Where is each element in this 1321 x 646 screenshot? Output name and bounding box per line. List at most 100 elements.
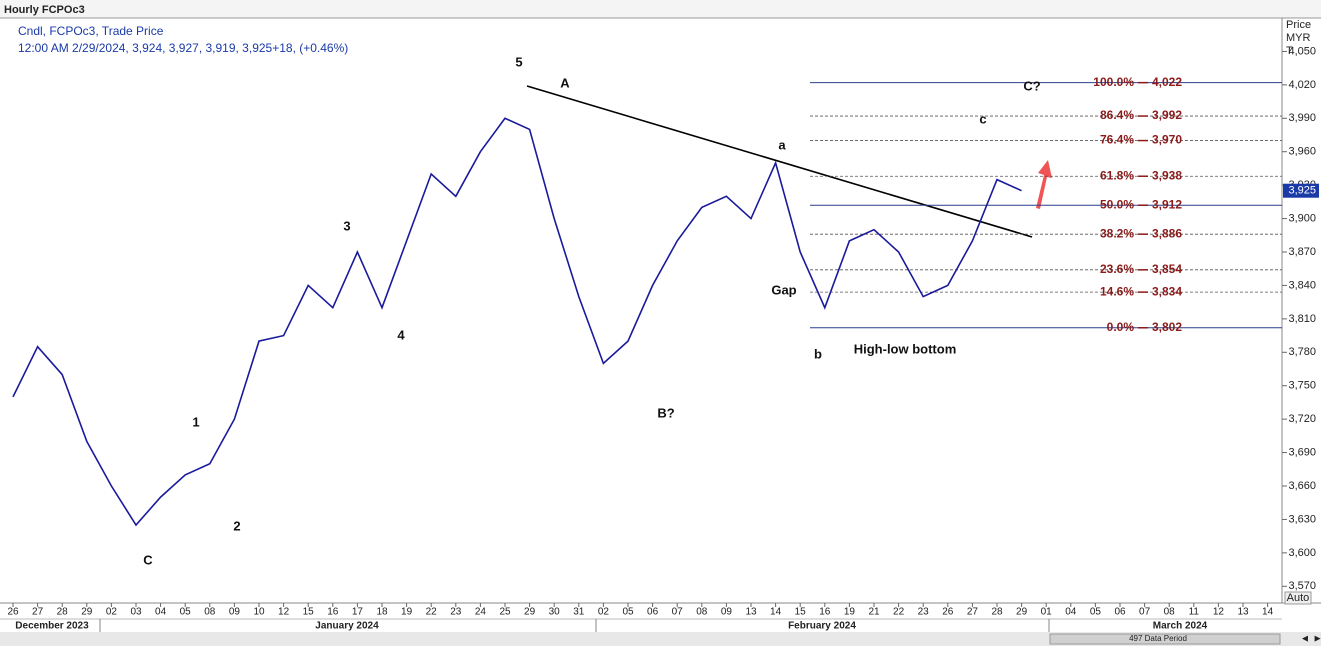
x-tick-label: 09 [229, 607, 241, 618]
y-tick-label: 3,750 [1288, 380, 1316, 392]
fib-price: 4,022 [1152, 75, 1182, 89]
x-tick-label: 25 [499, 607, 511, 618]
x-tick-label: 28 [57, 607, 69, 618]
x-tick-label: 30 [549, 607, 561, 618]
x-tick-label: 01 [1041, 607, 1053, 618]
y-tick-label: 3,600 [1288, 547, 1316, 559]
last-price-label: 3,925 [1288, 185, 1316, 197]
fib-ratio: 100.0% [1093, 75, 1134, 89]
y-tick-label: 3,570 [1288, 580, 1316, 592]
y-tick-label: 3,780 [1288, 346, 1316, 358]
x-tick-label: 29 [81, 607, 93, 618]
y-tick-label: 3,840 [1288, 279, 1316, 291]
x-tick-label: 13 [1237, 607, 1249, 618]
wave-label: Gap [771, 282, 796, 297]
x-tick-label: 22 [426, 607, 438, 618]
month-label: March 2024 [1153, 621, 1208, 632]
wave-label: A [560, 75, 570, 90]
x-tick-label: 23 [918, 607, 930, 618]
auto-button-label[interactable]: Auto [1287, 592, 1310, 604]
x-tick-label: 29 [524, 607, 536, 618]
fib-ratio: 76.4% [1100, 133, 1134, 147]
fib-price: 3,970 [1152, 133, 1182, 147]
fib-price: 3,834 [1152, 284, 1182, 298]
x-tick-label: 31 [573, 607, 585, 618]
x-tick-label: 22 [893, 607, 905, 618]
fib-ratio: 23.6% [1100, 262, 1134, 276]
fib-price: 3,802 [1152, 320, 1182, 334]
fib-ratio: 61.8% [1100, 168, 1134, 182]
x-tick-label: 03 [130, 607, 142, 618]
x-tick-label: 15 [795, 607, 807, 618]
fib-ratio: 86.4% [1100, 108, 1134, 122]
x-tick-label: 02 [598, 607, 610, 618]
x-tick-label: 16 [819, 607, 831, 618]
x-tick-label: 09 [721, 607, 733, 618]
wave-label: 1 [192, 414, 199, 429]
wave-label: b [814, 346, 822, 361]
axis-header: MYR [1286, 32, 1311, 44]
x-tick-label: 15 [303, 607, 315, 618]
wave-label: 4 [397, 327, 405, 342]
x-tick-label: 19 [844, 607, 856, 618]
y-tick-label: 3,660 [1288, 480, 1316, 492]
x-tick-label: 12 [278, 607, 290, 618]
title: Hourly FCPOc3 [4, 4, 85, 16]
x-tick-label: 07 [1139, 607, 1151, 618]
x-tick-label: 08 [204, 607, 216, 618]
wave-label: 2 [233, 518, 240, 533]
scrollbar[interactable] [0, 632, 1321, 646]
y-tick-label: 3,720 [1288, 413, 1316, 425]
auto-button[interactable] [1284, 591, 1312, 605]
x-tick-label: 04 [1065, 607, 1077, 618]
scroll-thumb[interactable] [1049, 633, 1281, 645]
x-tick-label: 12 [1213, 607, 1225, 618]
trend-line [526, 85, 1033, 238]
fib-price: 3,938 [1152, 168, 1182, 182]
price-line [12, 117, 1022, 527]
x-tick-label: 14 [1262, 607, 1274, 618]
x-tick-label: 18 [376, 607, 388, 618]
x-tick-label: 07 [672, 607, 684, 618]
axis-header: Price [1286, 19, 1311, 31]
x-tick-label: 13 [745, 607, 757, 618]
x-tick-label: 02 [106, 607, 118, 618]
x-tick-label: 16 [327, 607, 339, 618]
x-tick-label: 14 [770, 607, 782, 618]
fib-ratio: 50.0% [1100, 197, 1134, 211]
x-tick-label: 11 [1189, 607, 1200, 618]
x-tick-label: 23 [450, 607, 462, 618]
y-tick-label: 3,960 [1288, 146, 1316, 158]
fib-price: 3,992 [1152, 108, 1182, 122]
y-tick-label: 4,050 [1288, 45, 1316, 57]
x-tick-label: 10 [253, 607, 265, 618]
fib-price: 3,912 [1152, 197, 1182, 211]
wave-label: a [778, 137, 786, 152]
y-tick-label: 3,690 [1288, 446, 1316, 458]
wave-label: 5 [515, 54, 522, 69]
y-tick-label: 3,900 [1288, 212, 1316, 224]
y-tick-label: 3,630 [1288, 513, 1316, 525]
wave-label: c [979, 111, 986, 126]
arrow [1036, 160, 1052, 209]
x-tick-label: 29 [1016, 607, 1028, 618]
scroll-arrow[interactable]: ◄ ► [1300, 634, 1321, 645]
legend-line: 12:00 AM 2/29/2024, 3,924, 3,927, 3,919,… [18, 41, 348, 55]
x-tick-label: 21 [868, 607, 880, 618]
data-period: 497 Data Period [1129, 634, 1187, 643]
x-tick-label: 05 [180, 607, 192, 618]
fib-ratio: 38.2% [1100, 226, 1134, 240]
wave-label: C [143, 552, 153, 567]
month-label: February 2024 [788, 621, 856, 632]
x-tick-label: 26 [7, 607, 19, 618]
x-tick-label: 27 [967, 607, 979, 618]
x-tick-label: 06 [1114, 607, 1126, 618]
x-tick-label: 24 [475, 607, 487, 618]
x-tick-label: 28 [991, 607, 1003, 618]
fib-price: 3,854 [1152, 262, 1182, 276]
wave-label: 3 [343, 218, 350, 233]
title-bar [0, 0, 1321, 18]
x-tick-label: 05 [622, 607, 634, 618]
axis-header: T [1286, 45, 1293, 57]
